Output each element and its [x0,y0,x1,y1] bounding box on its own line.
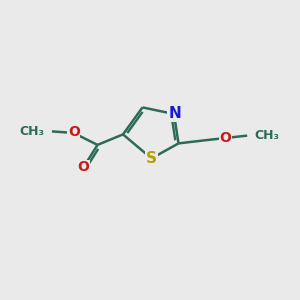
Text: CH₃: CH₃ [255,129,280,142]
Text: CH₃: CH₃ [20,125,44,138]
Text: N: N [168,106,181,121]
Text: S: S [146,151,157,166]
Text: O: O [68,125,80,139]
Text: O: O [77,160,89,174]
Text: O: O [220,131,232,145]
